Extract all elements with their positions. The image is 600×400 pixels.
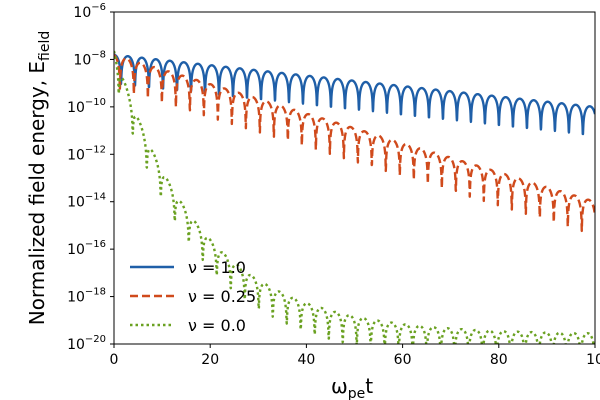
x-tick-label: 60 bbox=[394, 352, 412, 368]
y-axis-label-main: Normalized field energy, E bbox=[25, 61, 49, 325]
series-line bbox=[114, 50, 595, 344]
y-tick-label: 10−20 bbox=[67, 334, 106, 353]
x-axis-label-tail: t bbox=[365, 374, 373, 398]
series-line bbox=[114, 53, 595, 233]
legend-label: ν = 0.25 bbox=[188, 287, 256, 306]
y-tick-label: 10−6 bbox=[73, 2, 106, 21]
y-axis-label-sub: field bbox=[37, 31, 53, 61]
legend-label: ν = 1.0 bbox=[188, 258, 246, 277]
plot-frame bbox=[113, 11, 596, 345]
x-tick-label: 0 bbox=[110, 352, 119, 368]
y-axis-label: Normalized field energy, Efield bbox=[25, 31, 53, 326]
series-line bbox=[114, 53, 595, 136]
x-tick-label: 20 bbox=[201, 352, 219, 368]
x-axis: 0 20 40 60 80 10 bbox=[110, 344, 600, 368]
series-layer bbox=[114, 50, 595, 344]
y-tick-label: 10−14 bbox=[67, 192, 106, 211]
x-tick-label: 80 bbox=[490, 352, 508, 368]
x-axis-label-sub: pe bbox=[348, 386, 366, 400]
x-axis-label-main: ω bbox=[331, 374, 348, 398]
y-axis: 10−20 10−18 10−16 10−14 10−12 10−10 10−8 10−6 bbox=[67, 2, 114, 353]
y-tick-label: 10−10 bbox=[67, 97, 106, 116]
y-tick-label: 10−16 bbox=[67, 239, 106, 258]
legend: ν = 1.0 ν = 0.25 ν = 0.0 bbox=[130, 258, 256, 335]
y-tick-label: 10−12 bbox=[67, 144, 106, 163]
y-tick-label: 10−8 bbox=[73, 49, 106, 68]
x-tick-label: 40 bbox=[297, 352, 315, 368]
x-tick-label: 10 bbox=[586, 352, 600, 368]
legend-label: ν = 0.0 bbox=[188, 316, 246, 335]
y-tick-label: 10−18 bbox=[67, 287, 106, 306]
x-axis-label: ωpet bbox=[331, 374, 373, 400]
